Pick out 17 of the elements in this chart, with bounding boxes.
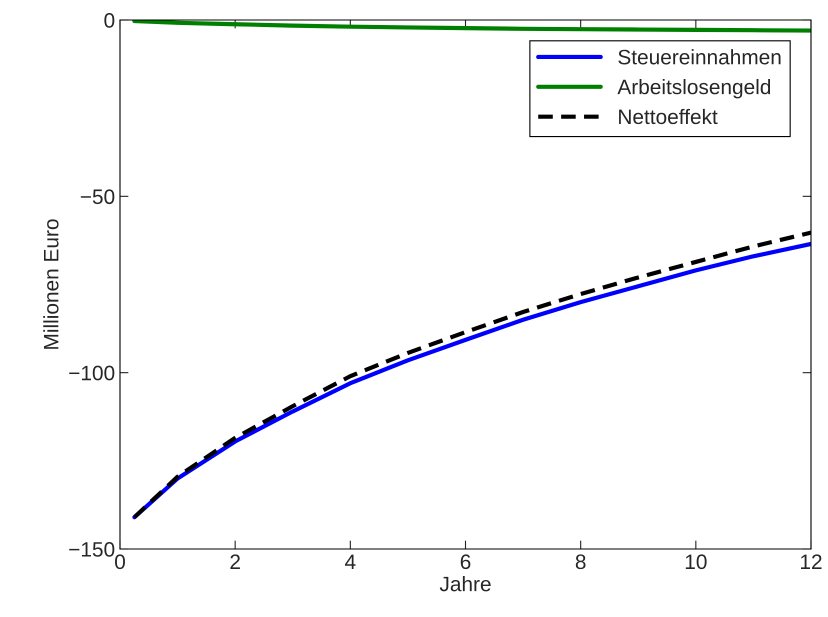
y-tick-label: −50: [80, 189, 114, 204]
x-tick-label: 0: [115, 554, 125, 570]
legend-label: Nettoeffekt: [619, 108, 718, 124]
line-series: [132, 20, 811, 33]
x-tick-label: 12: [801, 554, 822, 569]
legend-label: Arbeitslosengeld: [617, 79, 770, 98]
y-tick-label: 0: [104, 13, 114, 28]
x-tick-label: 8: [576, 554, 586, 570]
x-tick-label: 4: [345, 554, 356, 569]
legend-label: Steuereinnahmen: [618, 49, 780, 64]
y-tick-label: −150: [69, 542, 114, 557]
x-tick-label: 6: [460, 554, 470, 570]
x-axis-title: Jahre: [440, 576, 491, 592]
y-axis-title: Millionen Euro: [43, 219, 59, 349]
x-tick-label: 2: [230, 554, 240, 569]
x-tick-label: 10: [686, 554, 707, 570]
y-tick-label: −100: [69, 366, 114, 380]
